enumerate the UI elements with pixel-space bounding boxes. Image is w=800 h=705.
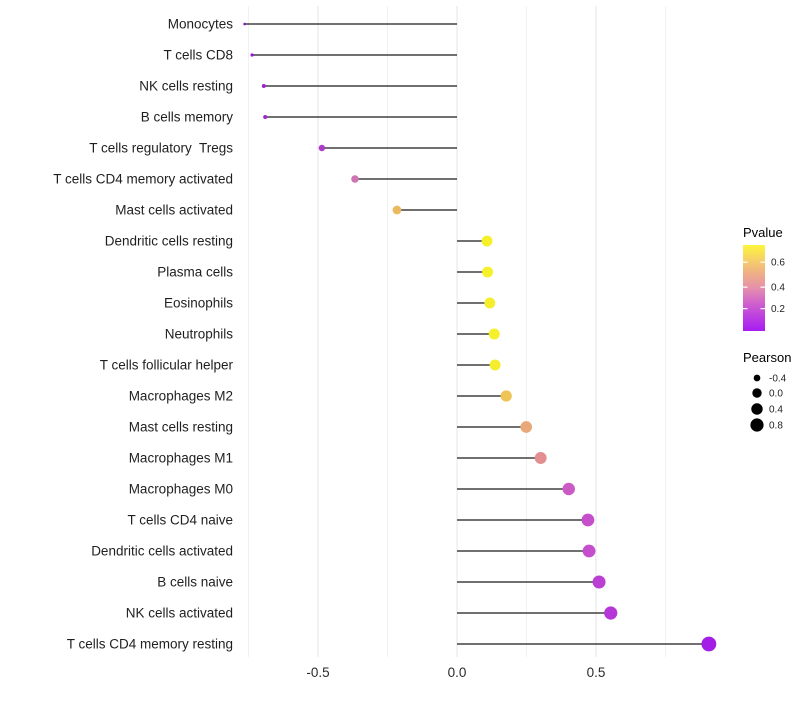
lollipop-dot (562, 482, 575, 496)
lollipop-dot (500, 390, 512, 402)
pearson-size-label: 0.4 (769, 405, 783, 416)
lollipop-row: B cells naive (157, 575, 606, 590)
pearson-size-dot (752, 388, 762, 398)
lollipop-dot (534, 452, 547, 464)
y-axis-label: T cells CD4 memory resting (67, 637, 233, 652)
x-axis-tick-label: -0.5 (306, 665, 329, 680)
lollipop-row: T cells CD8 (163, 48, 457, 63)
lollipop-row: Eosinophils (164, 296, 496, 311)
y-axis-label: Mast cells resting (129, 420, 233, 435)
y-axis-label: Macrophages M1 (129, 451, 233, 466)
y-axis-label: B cells naive (157, 575, 233, 590)
lollipop-dot (482, 266, 494, 278)
pearson-size-dot (753, 374, 761, 382)
lollipop-dot (261, 84, 266, 88)
y-axis-label: Monocytes (168, 17, 234, 32)
y-axis-label: T cells follicular helper (100, 358, 234, 373)
y-axis-label: T cells regulatory Tregs (89, 141, 233, 156)
pvalue-tick-label: 0.6 (771, 258, 785, 269)
lollipop-dot (243, 22, 246, 26)
y-axis-label: T cells CD8 (163, 48, 233, 63)
y-axis-label: T cells CD4 memory activated (53, 172, 233, 187)
lollipop-row: T cells CD4 naive (127, 513, 595, 528)
y-axis-label: Neutrophils (165, 327, 234, 342)
lollipop-row: Macrophages M1 (129, 451, 547, 466)
lollipop-row: NK cells activated (126, 606, 618, 621)
lollipop-dot (701, 636, 717, 652)
x-axis-tick-label: 0.5 (587, 665, 606, 680)
lollipop-dot (392, 205, 402, 215)
y-axis-label: Eosinophils (164, 296, 233, 311)
y-axis-label: Plasma cells (157, 265, 233, 280)
lollipop-dot (488, 328, 500, 340)
lollipop-row: Macrophages M0 (129, 482, 575, 497)
lollipop-row: Dendritic cells activated (91, 544, 596, 559)
pvalue-tick-label: 0.4 (771, 283, 785, 294)
lollipop-row: Neutrophils (165, 327, 500, 342)
y-axis-label: Macrophages M2 (129, 389, 233, 404)
y-axis-label: Macrophages M0 (129, 482, 233, 497)
lollipop-row: T cells CD4 memory resting (67, 637, 717, 652)
pearson-size-label: -0.4 (769, 374, 787, 385)
lollipop-row: Mast cells activated (115, 203, 457, 218)
lollipop-row: B cells memory (141, 110, 457, 125)
pvalue-colorbar (743, 245, 765, 331)
y-axis-label: NK cells resting (139, 79, 233, 94)
y-axis-label: Dendritic cells resting (105, 234, 233, 249)
pvalue-legend-title: Pvalue (743, 225, 783, 240)
lollipop-row: NK cells resting (139, 79, 457, 94)
lollipop-dot (318, 144, 326, 152)
lollipop-dot (582, 544, 596, 558)
lollipop-row: T cells regulatory Tregs (89, 141, 457, 156)
lollipop-row: T cells follicular helper (100, 358, 501, 373)
pearson-legend-title: Pearson (743, 350, 791, 365)
y-axis-label: NK cells activated (126, 606, 233, 621)
lollipop-dot (604, 606, 618, 620)
x-axis-tick-label: 0.0 (448, 665, 467, 680)
lollipop-dot (263, 114, 268, 120)
lollipop-dot (581, 513, 595, 527)
pearson-size-dot (750, 418, 764, 432)
x-axis: -0.5 0.0 0.5 (306, 665, 605, 680)
lollipop-dot (481, 235, 493, 247)
lollipop-row: Monocytes (168, 17, 457, 32)
lollipop-dot (520, 421, 533, 433)
y-axis-label: Dendritic cells activated (91, 544, 233, 559)
y-axis-label: Mast cells activated (115, 203, 233, 218)
lollipop-rows: Monocytes T cells CD8 NK cells resting B ce… (53, 17, 717, 652)
lollipop-dot (351, 175, 359, 183)
pearson-size-label: 0.8 (769, 421, 783, 432)
lollipop-row: Plasma cells (157, 265, 494, 280)
pvalue-tick-label: 0.2 (771, 304, 785, 315)
lollipop-row: Dendritic cells resting (105, 234, 493, 249)
lollipop-row: Mast cells resting (129, 420, 533, 435)
legend: Pvalue 0.6 0.4 0.2 Pearson -0.4 0.0 0.4 0.8 (743, 225, 791, 432)
y-axis-label: T cells CD4 naive (127, 513, 233, 528)
lollipop-row: T cells CD4 memory activated (53, 172, 457, 187)
lollipop-row: Macrophages M2 (129, 389, 512, 404)
gridlines (248, 6, 666, 657)
lollipop-dot (250, 53, 254, 57)
pearson-size-dot (751, 403, 763, 415)
y-axis-label: B cells memory (141, 110, 234, 125)
lollipop-dot (592, 575, 606, 589)
lollipop-dot (489, 359, 501, 371)
pearson-size-label: 0.0 (769, 389, 783, 400)
lollipop-dot (484, 297, 496, 309)
